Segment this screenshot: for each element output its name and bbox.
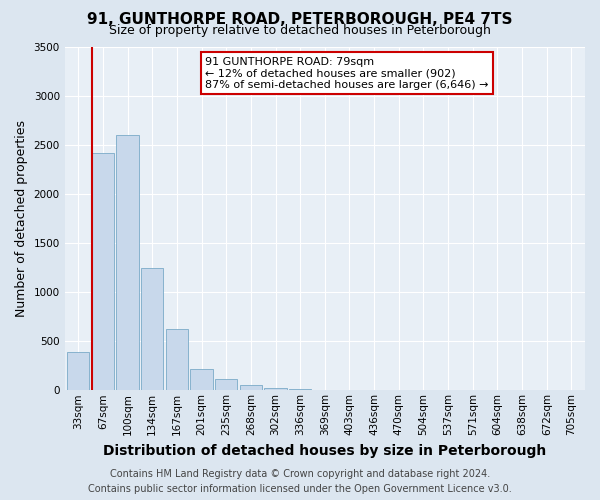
X-axis label: Distribution of detached houses by size in Peterborough: Distribution of detached houses by size …	[103, 444, 547, 458]
Text: 91 GUNTHORPE ROAD: 79sqm
← 12% of detached houses are smaller (902)
87% of semi-: 91 GUNTHORPE ROAD: 79sqm ← 12% of detach…	[205, 57, 488, 90]
Text: Size of property relative to detached houses in Peterborough: Size of property relative to detached ho…	[109, 24, 491, 37]
Bar	[116, 135, 139, 390]
Bar	[92, 152, 114, 390]
Bar	[240, 386, 262, 390]
Bar	[190, 368, 212, 390]
Text: 91, GUNTHORPE ROAD, PETERBOROUGH, PE4 7TS: 91, GUNTHORPE ROAD, PETERBOROUGH, PE4 7T…	[87, 12, 513, 28]
Bar	[265, 388, 287, 390]
Bar	[141, 268, 163, 390]
Bar	[215, 380, 237, 390]
Y-axis label: Number of detached properties: Number of detached properties	[15, 120, 28, 317]
Text: Contains HM Land Registry data © Crown copyright and database right 2024.
Contai: Contains HM Land Registry data © Crown c…	[88, 469, 512, 494]
Bar	[166, 330, 188, 390]
Bar	[67, 352, 89, 391]
